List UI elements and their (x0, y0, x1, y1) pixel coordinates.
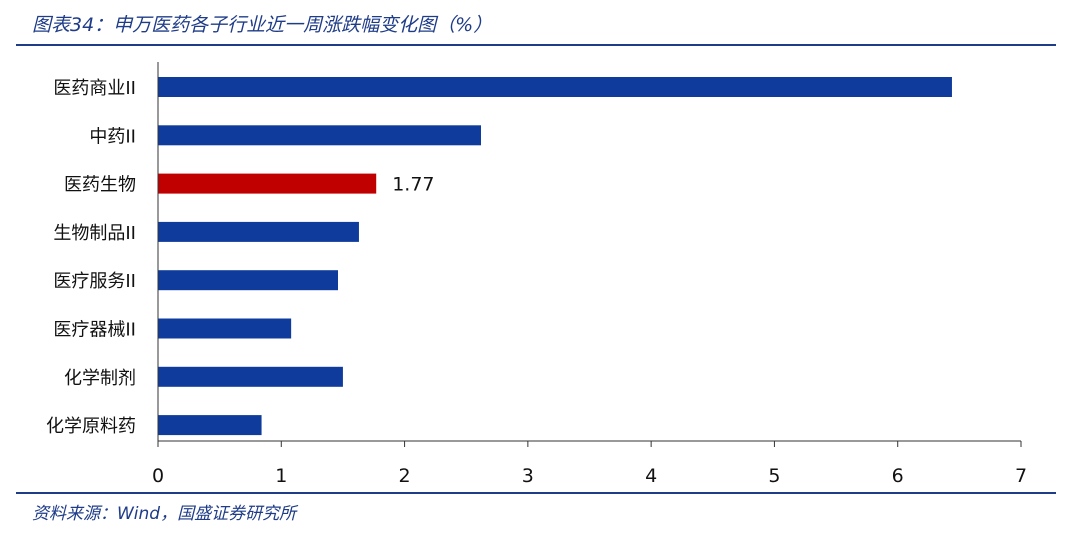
source-note: 资料来源：Wind，国盛证券研究所 (32, 504, 297, 524)
bar-5 (158, 318, 292, 339)
x-tick-label: 4 (645, 465, 657, 487)
category-label: 化学原料药 (46, 416, 136, 437)
bar-3 (158, 221, 359, 242)
bar-7 (158, 415, 262, 436)
title-rule (16, 44, 1056, 46)
bar-1 (158, 125, 482, 146)
category-label: 医药生物 (64, 175, 136, 196)
category-label: 医疗服务II (53, 271, 136, 292)
figure-title: 图表34：申万医药各子行业近一周涨跌幅变化图（%） (32, 14, 493, 36)
x-tick-label: 3 (522, 465, 534, 487)
source-rule (16, 492, 1056, 494)
category-label: 化学制剂 (64, 368, 136, 389)
bar-2 (158, 173, 377, 194)
x-tick-label: 1 (275, 465, 287, 487)
category-label: 生物制品II (53, 223, 136, 244)
x-tick-label: 0 (152, 465, 164, 487)
bar-4 (158, 270, 338, 291)
category-label: 中药II (89, 126, 136, 147)
data-label: 1.77 (392, 174, 434, 196)
bar-6 (158, 366, 343, 387)
bar-0 (158, 77, 952, 97)
x-tick-label: 5 (768, 465, 780, 487)
category-label: 医药商业II (53, 78, 136, 99)
x-tick-label: 2 (399, 465, 411, 487)
category-label: 医疗器械II (53, 320, 136, 341)
x-tick-label: 6 (892, 465, 904, 487)
x-tick-label: 7 (1015, 465, 1027, 487)
